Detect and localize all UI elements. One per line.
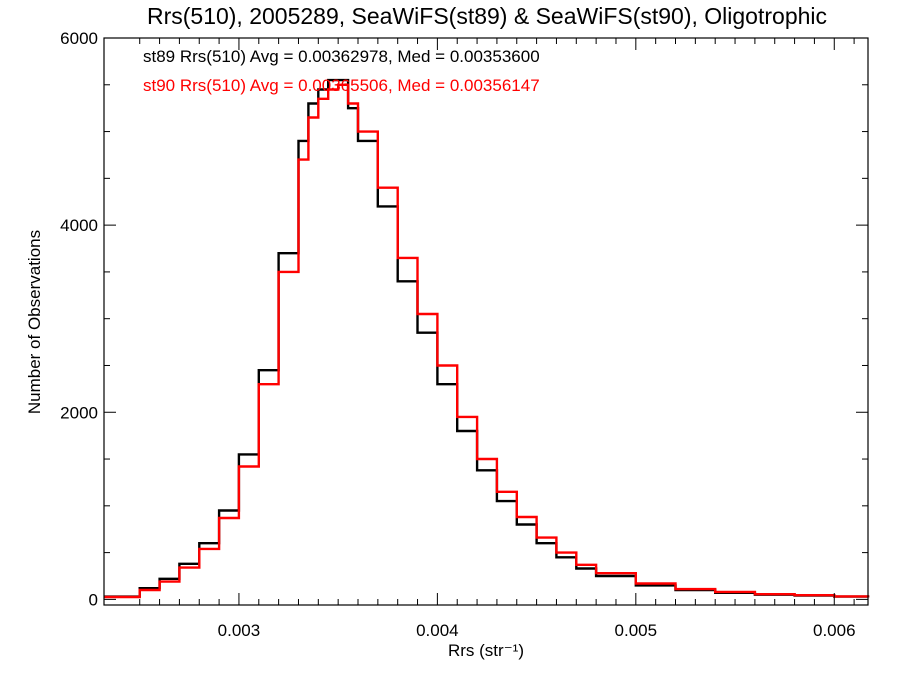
y-tick-label: 2000 <box>60 403 98 422</box>
legend-annotation-st90: st90 Rrs(510) Avg = 0.00365506, Med = 0.… <box>143 76 540 95</box>
y-tick-label: 4000 <box>60 216 98 235</box>
x-axis-ticks: 0.003 0.004 0.005 0.006 <box>139 38 856 640</box>
y-axis-label: Number of Observations <box>25 230 44 414</box>
y-tick-label: 0 <box>89 590 98 609</box>
x-tick-label: 0.003 <box>218 621 261 640</box>
y-tick-label: 6000 <box>60 29 98 48</box>
x-tick-label: 0.004 <box>416 621 459 640</box>
chart-title: Rrs(510), 2005289, SeaWiFS(st89) & SeaWi… <box>147 3 827 29</box>
series-line-st90 <box>104 83 870 599</box>
plot-frame <box>103 37 869 606</box>
x-axis-label: Rrs (str⁻¹) <box>448 641 524 660</box>
legend-annotation-st89: st89 Rrs(510) Avg = 0.00362978, Med = 0.… <box>143 47 540 66</box>
x-tick-label: 0.005 <box>615 621 658 640</box>
x-tick-label: 0.006 <box>813 621 856 640</box>
series-layer <box>104 78 870 599</box>
y-axis-ticks: 0 2000 4000 6000 <box>60 29 868 609</box>
